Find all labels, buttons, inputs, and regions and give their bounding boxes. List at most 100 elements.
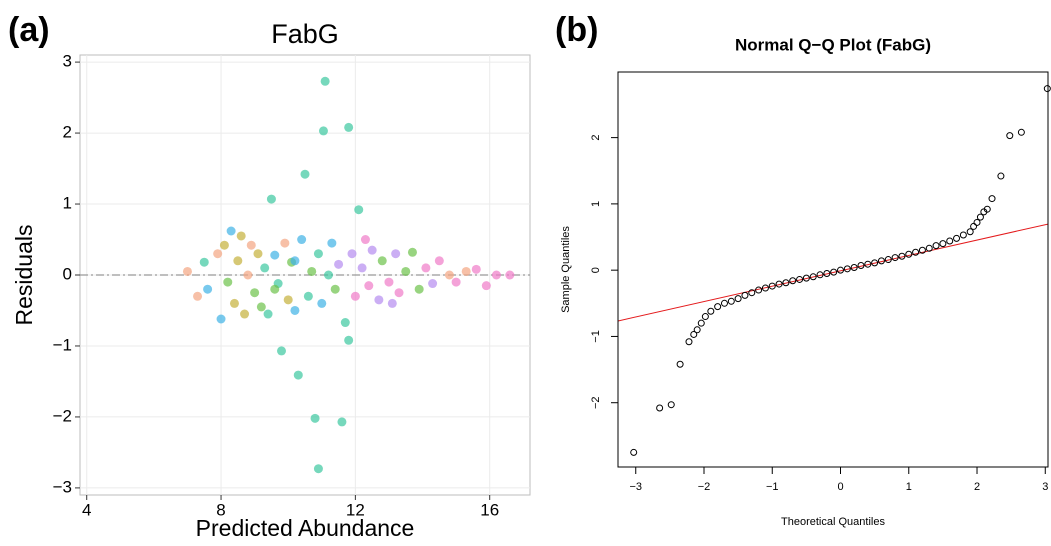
data-point bbox=[330, 284, 340, 294]
data-point bbox=[387, 298, 397, 308]
qq-point bbox=[775, 280, 783, 288]
qq-point bbox=[905, 250, 913, 258]
data-point bbox=[182, 266, 192, 276]
y-tick-label: −1 bbox=[53, 335, 72, 354]
qq-point bbox=[925, 244, 933, 252]
qq-point bbox=[734, 295, 742, 303]
data-point bbox=[421, 263, 431, 273]
qq-point bbox=[720, 299, 728, 307]
data-point bbox=[505, 270, 515, 280]
qq-point bbox=[714, 303, 722, 311]
qq-point bbox=[755, 286, 763, 294]
data-point bbox=[347, 249, 357, 259]
data-point bbox=[360, 235, 370, 245]
data-point bbox=[481, 281, 491, 291]
data-point bbox=[233, 256, 243, 266]
data-point bbox=[290, 305, 300, 315]
qq-point bbox=[988, 195, 996, 203]
qq-point bbox=[918, 246, 926, 254]
qq-point bbox=[761, 284, 769, 292]
qq-point bbox=[741, 291, 749, 299]
data-point bbox=[236, 231, 246, 241]
qq-point bbox=[789, 277, 797, 285]
data-point bbox=[451, 277, 461, 287]
qq-point bbox=[701, 313, 709, 321]
data-point bbox=[246, 240, 256, 250]
plot-border bbox=[617, 71, 1049, 468]
data-point bbox=[229, 298, 239, 308]
data-point bbox=[344, 122, 354, 132]
data-point bbox=[414, 284, 424, 294]
x-tick-label: 1 bbox=[906, 481, 912, 493]
data-point bbox=[313, 464, 323, 474]
data-point bbox=[391, 249, 401, 259]
x-tick-label: 3 bbox=[1042, 481, 1048, 493]
x-axis-label: Predicted Abundance bbox=[196, 515, 415, 541]
y-tick-label: 2 bbox=[590, 135, 602, 141]
data-point bbox=[297, 235, 307, 245]
y-tick-label: 0 bbox=[590, 267, 602, 273]
data-point bbox=[374, 295, 384, 305]
data-point bbox=[401, 266, 411, 276]
panel-label: (b) bbox=[555, 11, 598, 49]
panel-label: (a) bbox=[8, 11, 50, 49]
qq-point bbox=[1043, 85, 1051, 93]
data-point bbox=[337, 417, 347, 427]
data-point bbox=[270, 284, 280, 294]
qq-point bbox=[891, 254, 899, 262]
data-point bbox=[213, 249, 223, 259]
x-tick-label: 4 bbox=[82, 500, 91, 519]
data-point bbox=[354, 205, 364, 215]
qq-point bbox=[630, 448, 638, 456]
y-tick-label: −2 bbox=[53, 406, 72, 425]
x-tick-label: 0 bbox=[837, 481, 843, 493]
data-point bbox=[317, 298, 327, 308]
data-point bbox=[313, 249, 323, 259]
qq-point bbox=[697, 319, 705, 327]
data-point bbox=[350, 291, 360, 301]
qq-point bbox=[676, 360, 684, 368]
data-point bbox=[276, 346, 286, 356]
data-point bbox=[357, 263, 367, 273]
data-point bbox=[263, 309, 273, 319]
qq-point bbox=[983, 205, 991, 213]
qq-point bbox=[997, 172, 1005, 180]
y-axis-label: Residuals bbox=[11, 225, 37, 326]
qq-line bbox=[618, 223, 1048, 322]
qq-point bbox=[1006, 132, 1014, 140]
qq-point bbox=[898, 252, 906, 260]
x-tick-label: −3 bbox=[629, 481, 642, 493]
data-point bbox=[407, 247, 417, 257]
data-point bbox=[219, 240, 229, 250]
data-point bbox=[444, 270, 454, 280]
data-point bbox=[199, 257, 209, 267]
data-point bbox=[293, 370, 303, 380]
qq-point bbox=[939, 240, 947, 248]
data-point bbox=[303, 291, 313, 301]
qq-point bbox=[970, 222, 978, 230]
y-tick-label: 3 bbox=[63, 52, 72, 71]
data-point bbox=[434, 256, 444, 266]
qq-point bbox=[837, 266, 845, 274]
data-point bbox=[491, 270, 501, 280]
qq-point bbox=[802, 274, 810, 282]
chart-title: FabG bbox=[271, 19, 339, 49]
qq-point bbox=[816, 271, 824, 279]
qq-point bbox=[830, 268, 838, 276]
data-point bbox=[318, 126, 328, 136]
qq-point bbox=[768, 282, 776, 290]
data-point bbox=[260, 263, 270, 273]
y-axis-label: Sample Quantiles bbox=[560, 226, 572, 313]
qq-point bbox=[667, 401, 675, 409]
data-point bbox=[243, 270, 253, 280]
data-point bbox=[250, 288, 260, 298]
data-point bbox=[428, 279, 438, 289]
qq-point bbox=[1017, 128, 1025, 136]
qq-point bbox=[953, 234, 961, 242]
chart-title: Normal Q−Q Plot (FabG) bbox=[735, 35, 931, 54]
data-point bbox=[394, 288, 404, 298]
qq-point bbox=[864, 260, 872, 268]
qq-point bbox=[877, 257, 885, 265]
qq-point bbox=[693, 326, 701, 334]
data-point bbox=[344, 335, 354, 345]
